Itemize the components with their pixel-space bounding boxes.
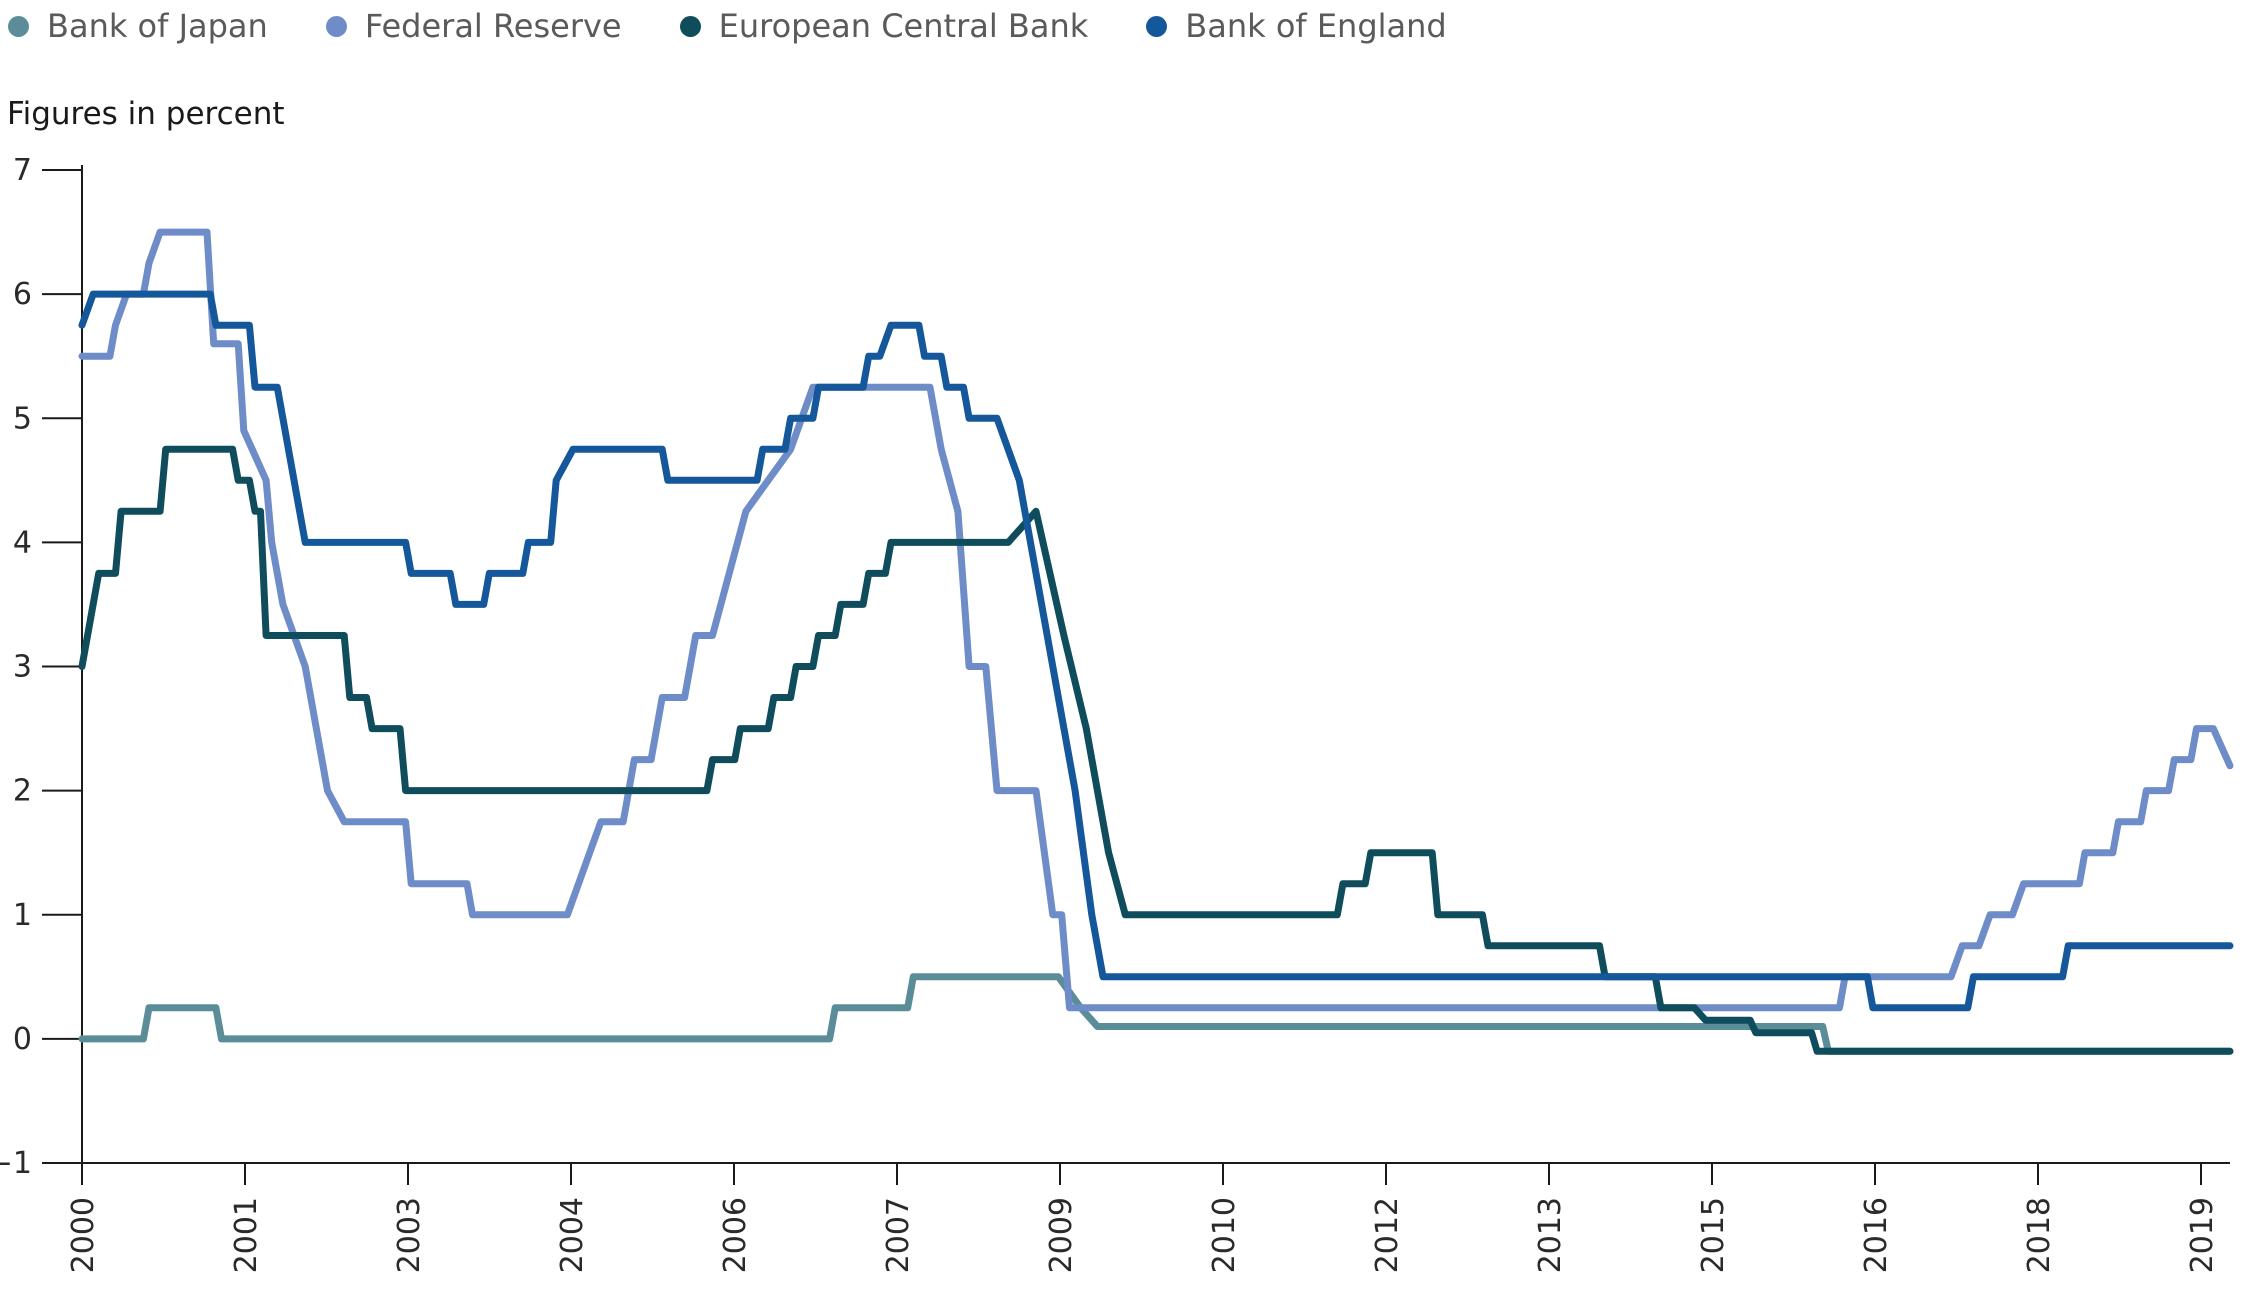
- x-tick-label: 2013: [1533, 1197, 1568, 1273]
- x-tick-label: 2004: [555, 1197, 590, 1273]
- legend-label: Bank of England: [1185, 7, 1447, 45]
- y-tick-label: 2: [13, 774, 32, 809]
- legend-label: Bank of Japan: [47, 7, 268, 45]
- y-tick-label: 5: [13, 401, 32, 436]
- series-line-bank-of-japan: [78, 973, 2234, 1055]
- x-tick-label: 2019: [2185, 1197, 2220, 1273]
- legend: Bank of Japan Federal Reserve European Cen…: [0, 0, 1497, 52]
- x-tick-label: 2016: [1859, 1197, 1894, 1273]
- axes: −1 0 1 2 3 4 5 6 7 2000 2001 2003 2004 2006 2007 2009 20…: [0, 153, 2230, 1273]
- legend-item: European Central Bank: [672, 7, 1089, 45]
- x-tick-label: 2007: [881, 1197, 916, 1273]
- legend-label: Federal Reserve: [364, 7, 622, 45]
- x-tick-label: 2003: [392, 1197, 427, 1273]
- y-tick-label: −1: [0, 1146, 32, 1181]
- y-tick-label: 7: [13, 153, 32, 188]
- x-tick-label: 2009: [1044, 1197, 1079, 1273]
- series-layer: [78, 228, 2234, 1055]
- legend-item: Bank of England: [1138, 7, 1447, 45]
- x-tick-label: 2012: [1370, 1197, 1405, 1273]
- y-axis-label: Figures in percent: [7, 96, 285, 132]
- series-line-federal-reserve: [78, 228, 2234, 1012]
- x-tick-label: 2015: [1696, 1197, 1731, 1273]
- x-tick-label: 2018: [2022, 1197, 2057, 1273]
- legend-item: Federal Reserve: [318, 7, 622, 45]
- legend-marker: [325, 15, 347, 37]
- y-tick-label: 1: [13, 898, 32, 933]
- legend-marker: [1146, 15, 1168, 37]
- x-tick-label: 2006: [718, 1197, 753, 1273]
- x-tick-label: 2010: [1207, 1197, 1242, 1273]
- x-tick-label: 2001: [229, 1197, 264, 1273]
- legend-label: European Central Bank: [718, 7, 1089, 45]
- legend-marker: [8, 15, 29, 37]
- y-tick-label: 6: [13, 277, 32, 312]
- y-tick-label: 0: [13, 1022, 32, 1057]
- y-tick-label: 4: [13, 525, 32, 560]
- series-line-bank-of-england: [78, 290, 2234, 1012]
- series-line-european-central-bank: [78, 445, 2234, 1055]
- y-tick-label: 3: [13, 650, 32, 685]
- legend-marker: [679, 15, 701, 37]
- x-tick-label: 2000: [66, 1197, 101, 1273]
- legend-item: Bank of Japan: [0, 7, 268, 45]
